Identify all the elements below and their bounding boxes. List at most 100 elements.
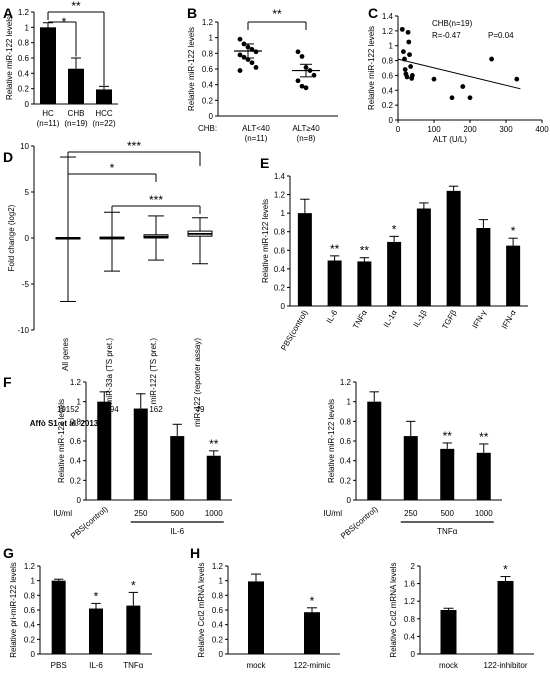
c-point [410,73,415,78]
d-y-label: Fold change (log2) [7,204,16,271]
h-mimic-x-label-0: mock [246,661,266,670]
a-y-tick-label: 0 [25,100,30,109]
c-y-label: Relative miR-122 levels [367,26,376,110]
b-y-tick-label: 1.2 [202,18,214,27]
e-x-label-3: IL-1α [382,308,399,329]
d-count-3: 49 [196,405,205,414]
g-y-tick-label: 0.4 [24,621,36,630]
d-y-tick-label: 0 [25,234,30,243]
panel-letter-d: D [3,149,13,165]
c-point [467,95,473,101]
f-il6-bar-3-stars: ** [209,437,219,451]
e-x-label-1: IL-6 [325,308,340,325]
h-inhib-bar-0 [440,610,457,654]
e-x-label-6: IFN-γ [471,309,489,330]
c-point [460,84,466,89]
h-mimic-y-tick-label: 0.2 [212,635,224,644]
e-bar-7-stars: * [511,224,516,238]
panel-letter-f: F [3,374,12,390]
f-il6-x-label-1: 250 [134,509,148,518]
e-y-tick-label: 1.4 [274,172,286,181]
c-y-tick-label: 0 [389,116,394,125]
f-il6-bar-3 [206,455,221,500]
d-count-1: 394 [105,405,119,414]
f-tnf-x-label-2: 500 [441,509,455,518]
g-y-tick-label: 1 [31,577,36,586]
panel-letter-a: A [3,5,13,21]
e-y-tick-label: 1 [281,209,286,218]
e-bar-4 [416,208,431,306]
b-y-tick-label: 0 [209,112,214,121]
c-point [401,49,406,55]
a-bar-2 [96,89,112,104]
f-tnf-bar-3-stars: ** [479,430,489,444]
b-y-tick-label: 0.8 [202,49,214,58]
h-inhib-x-label-1: 122-inhibitor [483,661,527,670]
h-inhib-y-label: Relative Ccl2 mRNA levels [389,562,398,657]
e-bar-0 [297,213,312,306]
h-inhib-y-tick-label: 2 [411,562,416,571]
g-x-label-0: PBS [51,661,67,670]
a-x-label-1: CHB [68,109,85,118]
a-bar-1 [68,68,84,104]
b-point [237,52,243,58]
h-inhib-bar-1-stars: * [503,563,508,577]
b-point [303,85,309,91]
e-y-tick-label: 0.6 [274,246,286,255]
c-annotation-p: P=0.04 [488,31,514,40]
f-il6-y-tick-label: 1 [77,398,82,407]
a-sig-hcc: ** [71,0,81,13]
b-point [311,72,317,78]
f-tnf-y-tick-label: 0.6 [340,437,352,446]
d-count-0: 19152 [57,405,80,414]
h-inhib-y-tick-label: 1.6 [404,580,416,589]
d-sig-ts: * [110,161,115,175]
c-x-label: ALT (U/L) [433,135,467,144]
b-sig: ** [272,7,282,21]
c-point [404,74,410,80]
g-bar-1-stars: * [94,589,99,603]
f-tnf-x-label-3: 1000 [475,509,493,518]
c-point [402,67,408,72]
c-point [408,64,413,69]
f-il6-unit-label: IU/ml [53,509,72,518]
e-x-label-4: IL-1β [412,308,429,329]
d-y-tick-label: 10 [20,142,29,151]
f-tnf-unit-label: IU/ml [323,509,342,518]
f-tnf-y-tick-label: 0.8 [340,417,352,426]
e-bar-3-stars: * [392,222,397,236]
c-y-tick-label: 1.4 [382,12,394,21]
b-point [295,49,301,55]
h-mimic-bar-1 [304,612,320,654]
a-y-tick-label: 1.2 [18,8,30,17]
e-x-label-0: PBS(control) [279,308,310,352]
f-tnf-group-label: TNFα [437,527,458,536]
c-point [405,29,411,35]
f-tnf-y-tick-label: 0 [347,496,352,505]
f-tnf-bar-2-stars: ** [443,429,453,443]
h-mimic-x-label-1: 122-mimic [294,661,331,670]
f-tnf-x-label-1: 250 [404,509,418,518]
panel-letter-b: B [187,5,197,21]
h-inhib-y-tick-label: 0.4 [404,632,416,641]
c-x-tick-label: 200 [463,125,477,134]
h-inhib-y-tick-label: 0.8 [404,615,416,624]
h-mimic-bar-1-stars: * [310,594,315,608]
f-il6-bar-2 [170,436,185,500]
c-y-tick-label: 1 [389,42,394,51]
b-point [253,49,259,55]
b-group-0-n: (n=11) [245,134,268,143]
a-x-sublabel-0: (n=11) [37,119,60,128]
b-point [249,60,255,66]
h-mimic-y-tick-label: 0.4 [212,621,224,630]
e-bar-2-stars: ** [360,244,370,258]
panel-letter-e: E [260,155,269,171]
d-x-label-1: miR-33a (TS pret.) [105,338,114,405]
d-x-label-0: All genes [61,338,70,371]
g-bar-1 [89,608,103,654]
c-y-tick-label: 0.2 [382,101,394,110]
c-point [406,39,412,45]
h-mimic-y-tick-label: 0 [219,650,224,659]
h-inhib-y-tick-label: 1.2 [404,597,416,606]
